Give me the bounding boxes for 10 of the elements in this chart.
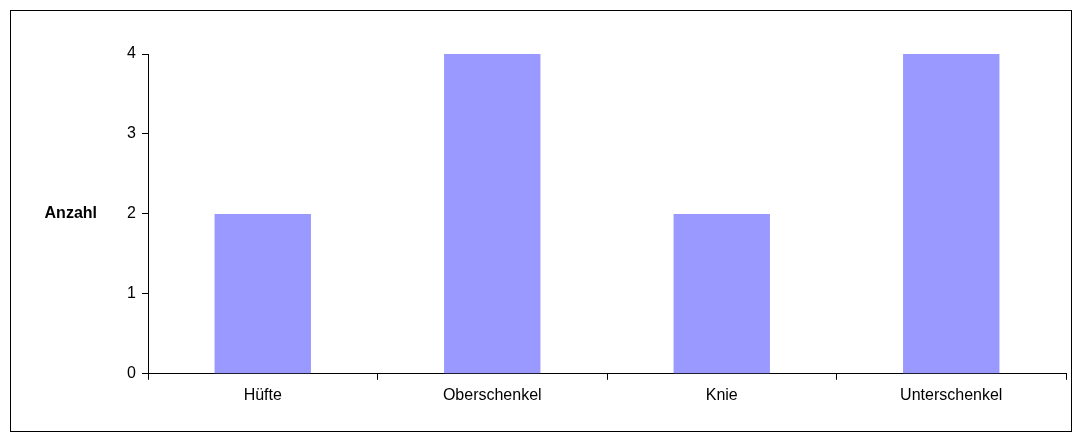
y-tick-label: 4 bbox=[127, 44, 137, 62]
y-tick-label: 2 bbox=[127, 204, 137, 222]
x-tick-label: Knie bbox=[705, 385, 738, 403]
x-tick-label: Hüfte bbox=[243, 385, 282, 403]
y-axis-title: Anzahl bbox=[44, 204, 97, 222]
x-tick-label: Unterschenkel bbox=[900, 385, 1003, 403]
x-tick-label: Oberschenkel bbox=[442, 385, 542, 403]
y-tick-label: 3 bbox=[127, 124, 137, 142]
y-tick-label: 1 bbox=[127, 284, 137, 302]
y-tick-label: 0 bbox=[127, 364, 137, 382]
